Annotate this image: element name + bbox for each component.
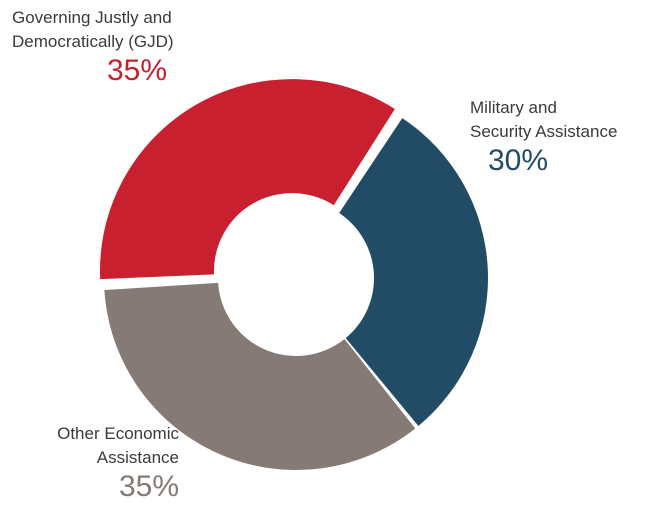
- slice-label-gjd-line2: Democratically (GJD): [12, 32, 174, 51]
- slice-gjd: [100, 79, 395, 280]
- slice-label-military-line1: Military and: [470, 98, 557, 117]
- slice-label-other-economic: Other Economic Assistance 35%: [30, 422, 179, 504]
- slice-label-gjd: Governing Justly and Democratically (GJD…: [12, 6, 174, 88]
- slice-percent-other-economic: 35%: [118, 470, 179, 503]
- slice-military: [339, 118, 489, 426]
- slice-label-military: Military and Security Assistance 30%: [470, 96, 617, 178]
- slice-other-economic: [104, 282, 416, 471]
- slice-label-other-economic-line1: Other Economic: [57, 424, 179, 443]
- slice-percent-gjd: 35%: [107, 54, 168, 87]
- slice-label-military-line2: Security Assistance: [470, 122, 618, 141]
- slice-label-other-economic-line2: Assistance: [96, 448, 179, 467]
- slice-label-gjd-line1: Governing Justly and: [12, 8, 172, 27]
- slice-percent-military: 30%: [488, 144, 549, 177]
